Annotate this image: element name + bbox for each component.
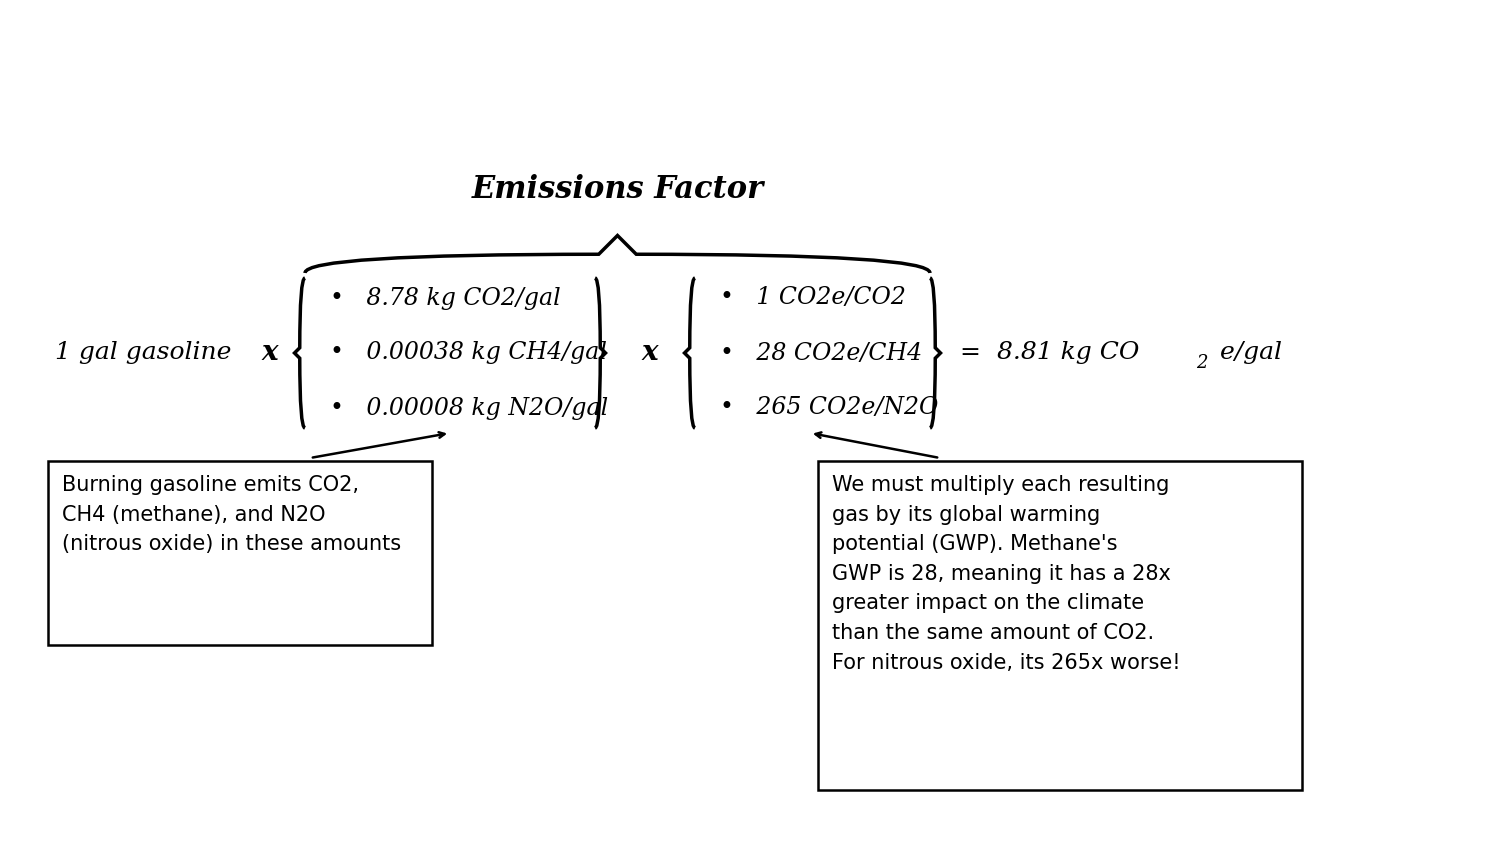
Text: x: x [642,340,658,367]
Text: e/gal: e/gal [1212,341,1282,364]
Text: •   0.00038 kg CH4/gal: • 0.00038 kg CH4/gal [330,341,608,364]
Text: •   0.00008 kg N2O/gal: • 0.00008 kg N2O/gal [330,396,608,420]
Text: =  8.81 kg CO: = 8.81 kg CO [960,341,1140,364]
Text: x: x [261,340,279,367]
Text: •   1 CO2e/CO2: • 1 CO2e/CO2 [720,287,906,309]
Text: 1 gal gasoline: 1 gal gasoline [56,341,231,364]
Text: We must multiply each resulting
gas by its global warming
potential (GWP). Metha: We must multiply each resulting gas by i… [833,475,1180,673]
Text: Burning gasoline emits CO2,
CH4 (methane), and N2O
(nitrous oxide) in these amou: Burning gasoline emits CO2, CH4 (methane… [62,475,400,554]
FancyBboxPatch shape [48,461,432,645]
Text: Emissions Factor: Emissions Factor [471,175,764,206]
Text: 2: 2 [1196,354,1208,372]
FancyBboxPatch shape [818,461,1302,790]
Text: •   8.78 kg CO2/gal: • 8.78 kg CO2/gal [330,287,561,309]
Text: •   265 CO2e/N2O: • 265 CO2e/N2O [720,396,939,420]
Text: •   28 CO2e/CH4: • 28 CO2e/CH4 [720,341,922,364]
